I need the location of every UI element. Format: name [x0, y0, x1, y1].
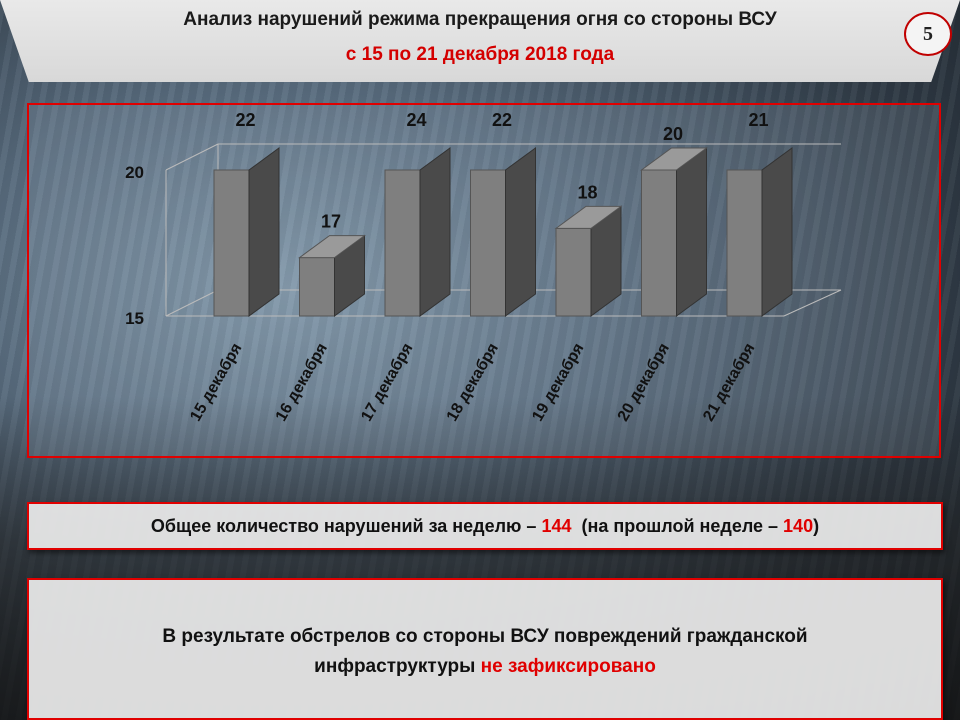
bar-chart: 15 20 22 15 декабря 17 16 декабря 24 17 декабря…	[125, 110, 842, 425]
bar	[470, 169, 506, 317]
category-label: 17 декабря	[358, 341, 416, 425]
summary-suffix: )	[813, 516, 820, 536]
data-label: 20	[663, 124, 683, 144]
bar	[213, 169, 250, 317]
weekly-summary: Общее количество нарушений за неделю – 1…	[27, 502, 943, 550]
bar-top	[297, 235, 367, 259]
data-label: 18	[577, 182, 597, 202]
bar	[299, 257, 335, 317]
result-line1: В результате обстрелов со стороны ВСУ по…	[162, 626, 808, 647]
bar-side	[505, 147, 536, 317]
bar	[641, 169, 677, 317]
data-label: 21	[748, 110, 768, 130]
chart-panel: 15 20 22 15 декабря 17 16 декабря 24 17 декабря…	[27, 103, 941, 458]
data-label: 17	[321, 212, 341, 232]
grid-depth-top	[165, 143, 219, 171]
summary-last-week: 140	[783, 516, 814, 536]
slide-header: Анализ нарушений режима прекращения огня…	[0, 0, 960, 82]
category-label: 18 декабря	[444, 341, 502, 425]
floor-right	[783, 289, 842, 317]
slide-subtitle: с 15 по 21 декабря 2018 года	[345, 44, 615, 65]
bar-top	[639, 147, 709, 171]
category-label: 20 декабря	[615, 341, 673, 425]
data-label: 22	[492, 110, 512, 130]
bar	[726, 169, 763, 317]
bar-side	[761, 147, 793, 317]
bar	[555, 227, 592, 317]
damage-result: В результате обстрелов со стороны ВСУ по…	[27, 578, 943, 720]
category-label: 19 декабря	[529, 341, 587, 425]
result-line2-prefix: инфраструктуры	[314, 656, 481, 677]
bar-side	[419, 147, 451, 317]
bar	[384, 169, 421, 317]
category-label: 15 декабря	[187, 341, 245, 425]
summary-middle: (на прошлой неделе –	[571, 516, 784, 536]
y-tick-label: 20	[125, 163, 144, 182]
data-label: 24	[406, 110, 426, 130]
bar-side	[676, 147, 707, 317]
summary-prefix: Общее количество нарушений за неделю –	[150, 516, 542, 536]
category-label: 21 декабря	[700, 341, 758, 425]
data-label: 22	[235, 110, 255, 130]
summary-this-week: 144	[541, 516, 572, 536]
y-tick-label: 15	[125, 309, 144, 328]
slide-title: Анализ нарушений режима прекращения огня…	[183, 9, 777, 30]
category-label: 16 декабря	[273, 341, 331, 425]
axis-depth-left	[165, 289, 219, 317]
bar-side	[248, 147, 280, 317]
result-highlight: не зафиксировано	[480, 656, 656, 677]
page-number: 5	[904, 12, 952, 56]
result-line2: инфраструктуры не зафиксировано	[29, 652, 941, 682]
bar-top	[554, 205, 623, 229]
